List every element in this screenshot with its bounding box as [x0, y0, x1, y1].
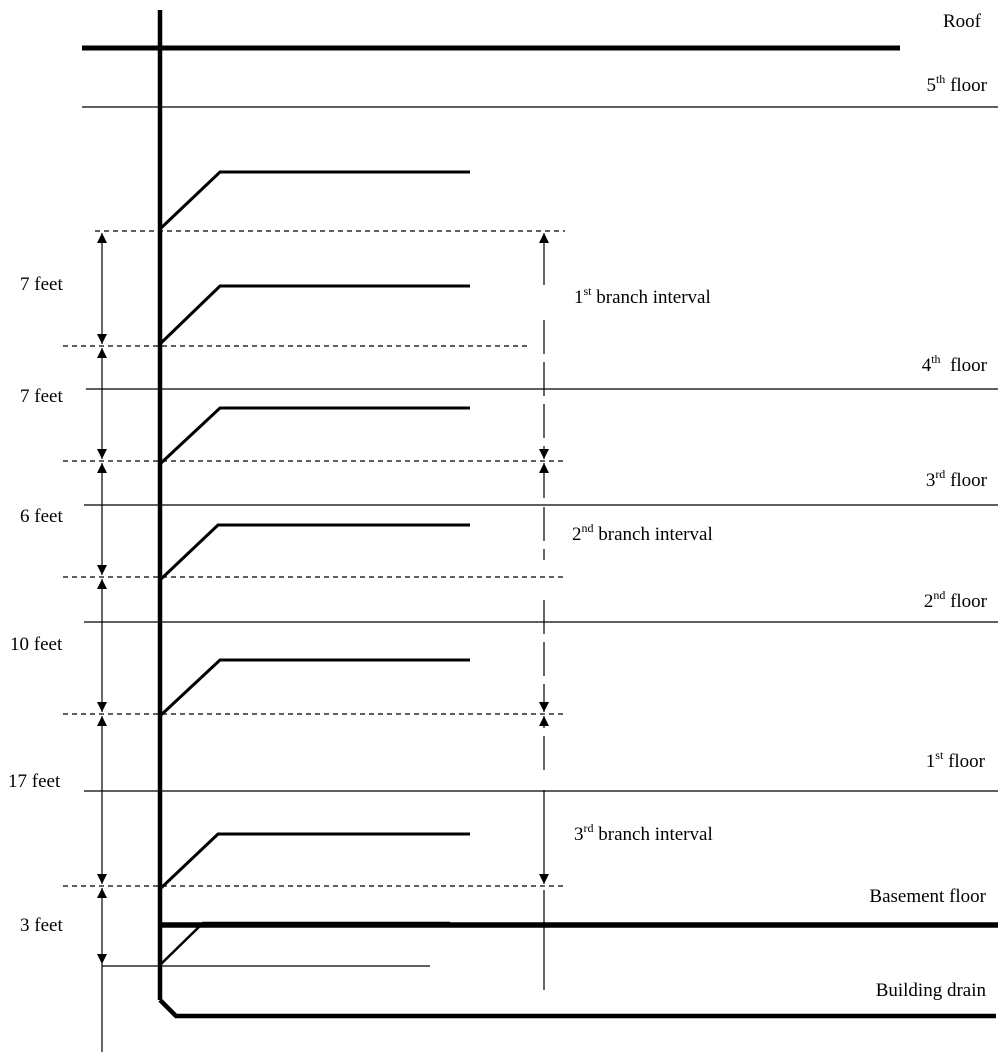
- branch-pipe: [158, 170, 470, 231]
- branch-pipe: [158, 523, 470, 582]
- roof-label: Roof: [943, 11, 982, 32]
- distance-label: 3 feet: [20, 915, 63, 936]
- third-floor-label: 3rd floor: [926, 467, 988, 491]
- branch-pipe: [158, 832, 470, 891]
- branch-pipe: [159, 921, 450, 966]
- basement-floor-label: Basement floor: [869, 886, 986, 907]
- second-branch-interval-label: 2nd branch interval: [572, 521, 713, 545]
- distance-label: 17 feet: [8, 771, 61, 792]
- distance-label: 10 feet: [10, 634, 63, 655]
- distance-label: 7 feet: [20, 274, 63, 295]
- building-drain-pipe: [158, 998, 996, 1019]
- branch-pipe: [158, 406, 470, 466]
- branch-pipe: [158, 284, 470, 346]
- first-floor-label: 1st floor: [926, 748, 986, 772]
- second-floor-label: 2nd floor: [924, 588, 988, 612]
- first-branch-interval-label: 1st branch interval: [574, 284, 711, 308]
- building-drain-label: Building drain: [876, 980, 987, 1001]
- third-branch-interval-label: 3rd branch interval: [574, 821, 713, 845]
- fifth-floor-label: 5th floor: [926, 72, 987, 96]
- branch-pipe: [158, 658, 470, 718]
- distance-label: 7 feet: [20, 386, 63, 407]
- distance-label: 6 feet: [20, 506, 63, 527]
- fourth-floor-label: 4th floor: [922, 352, 988, 376]
